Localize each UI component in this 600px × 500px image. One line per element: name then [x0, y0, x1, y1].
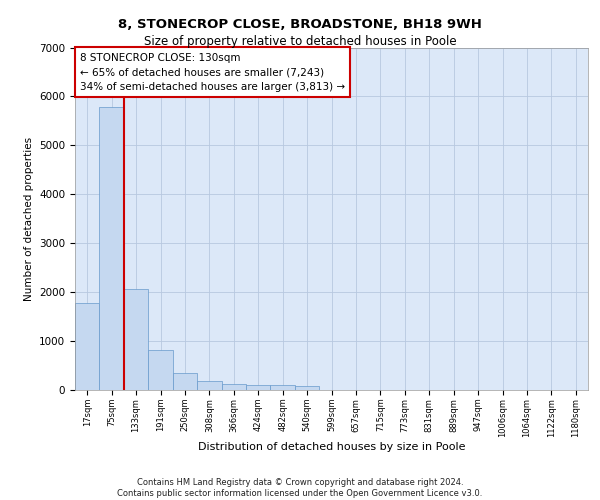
- Text: 8, STONECROP CLOSE, BROADSTONE, BH18 9WH: 8, STONECROP CLOSE, BROADSTONE, BH18 9WH: [118, 18, 482, 30]
- Bar: [173, 374, 197, 390]
- Bar: [221, 384, 246, 390]
- Bar: [148, 350, 173, 390]
- Bar: [271, 386, 295, 390]
- Text: 8 STONECROP CLOSE: 130sqm
← 65% of detached houses are smaller (7,243)
34% of se: 8 STONECROP CLOSE: 130sqm ← 65% of detac…: [80, 52, 345, 92]
- Bar: [197, 381, 221, 390]
- X-axis label: Distribution of detached houses by size in Poole: Distribution of detached houses by size …: [198, 442, 465, 452]
- Bar: [75, 303, 100, 390]
- Y-axis label: Number of detached properties: Number of detached properties: [23, 136, 34, 301]
- Bar: [100, 107, 124, 390]
- Bar: [124, 289, 148, 390]
- Text: Size of property relative to detached houses in Poole: Size of property relative to detached ho…: [143, 35, 457, 48]
- Bar: [246, 385, 271, 390]
- Bar: [295, 386, 319, 390]
- Text: Contains HM Land Registry data © Crown copyright and database right 2024.
Contai: Contains HM Land Registry data © Crown c…: [118, 478, 482, 498]
